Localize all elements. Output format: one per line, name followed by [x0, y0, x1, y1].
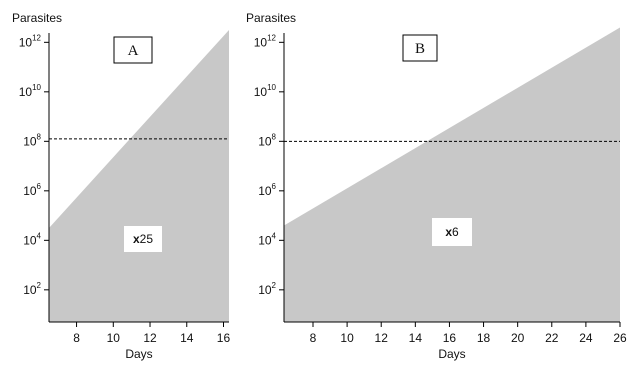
y-tick-label: 108 [258, 132, 276, 148]
fold-annotation: x6 [445, 225, 459, 239]
x-tick-label: 10 [340, 331, 354, 345]
panel-label-box [402, 34, 438, 62]
x-tick-label: 18 [477, 331, 491, 345]
y-tick-label: 102 [23, 281, 41, 297]
y-tick-label: 108 [23, 132, 41, 148]
y-axis-label: Parasites [246, 11, 296, 25]
annotation-box [432, 218, 472, 246]
y-tick-label: 106 [23, 182, 41, 198]
x-tick-label: 10 [107, 331, 121, 345]
x-tick-label: 12 [375, 331, 389, 345]
x-tick-label: 8 [73, 331, 80, 345]
panel-label: A [128, 43, 139, 59]
y-tick-label: 1012 [19, 33, 42, 49]
growth-area [49, 29, 229, 322]
y-tick-label: 1010 [19, 83, 42, 99]
y-tick-label: 104 [258, 231, 276, 247]
x-tick-label: 20 [511, 331, 525, 345]
y-tick-label: 106 [258, 182, 276, 198]
x-tick-label: 22 [545, 331, 559, 345]
x-tick-label: 12 [143, 331, 157, 345]
y-tick-label: 104 [23, 231, 41, 247]
x-tick-label: 24 [579, 331, 593, 345]
x-tick-label: 14 [409, 331, 423, 345]
x-tick-label: 16 [443, 331, 457, 345]
x-axis-label: Days [125, 347, 152, 361]
annotation-box [124, 226, 162, 252]
x-tick-label: 8 [310, 331, 317, 345]
y-axis-label: Parasites [12, 11, 62, 25]
y-tick-label: 1012 [254, 33, 277, 49]
x-tick-label: 16 [217, 331, 231, 345]
growth-area [284, 27, 620, 322]
y-tick-label: 1010 [254, 83, 277, 99]
x-axis-label: Days [438, 347, 465, 361]
fold-annotation: x25 [133, 232, 153, 246]
y-tick-label: 102 [258, 281, 276, 297]
x-tick-label: 14 [180, 331, 194, 345]
panel-label: B [415, 41, 425, 57]
x-tick-label: 26 [613, 331, 627, 345]
panel-label-box [113, 36, 153, 64]
